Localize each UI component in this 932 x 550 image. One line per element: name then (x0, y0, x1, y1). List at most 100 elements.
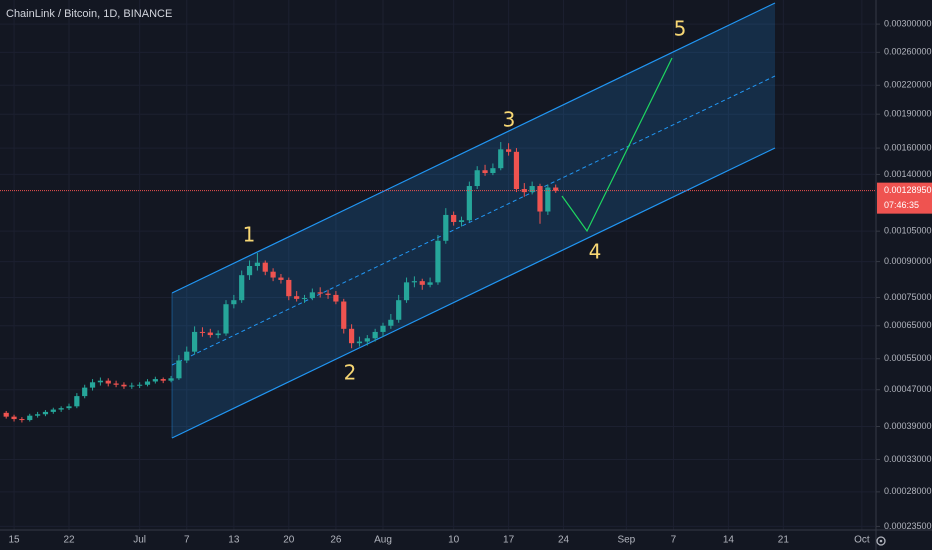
x-tick-label: Oct (854, 535, 870, 546)
candle-body (121, 384, 127, 387)
candle-body (396, 300, 402, 320)
x-tick-label: Sep (617, 535, 635, 546)
candle-body (239, 275, 245, 301)
candle-body (3, 412, 9, 417)
wave-label: 3 (503, 108, 516, 132)
candle-body (506, 149, 512, 152)
candle-body (513, 151, 520, 190)
candle-body (254, 262, 260, 267)
candle-body (482, 170, 488, 174)
candle-body (89, 382, 96, 388)
x-tick-label: Jul (133, 535, 146, 546)
y-tick-label: 0.00260000 (884, 47, 932, 57)
candle-body (341, 301, 347, 329)
x-tick-label: 14 (723, 535, 735, 546)
candle-body (529, 186, 535, 193)
y-tick-label: 0.00055000 (884, 353, 932, 363)
candle-body (27, 415, 33, 421)
candle-body (317, 292, 323, 294)
candle-body (466, 186, 472, 221)
channel-upper (171, 2, 776, 294)
settings-gear-center (879, 539, 883, 543)
candle-body (388, 319, 394, 326)
y-tick-label: 0.00065000 (884, 320, 932, 330)
candle-body (278, 277, 284, 280)
candle-body (474, 170, 480, 187)
candle-body (231, 300, 237, 305)
candle-body (380, 325, 386, 332)
candle-body (458, 220, 465, 222)
x-tick-label: 22 (63, 535, 75, 546)
y-tick-label: 0.00023500 (884, 521, 932, 531)
y-tick-label: 0.00090000 (884, 256, 932, 266)
candles (3, 142, 559, 423)
x-tick-label: 26 (330, 535, 342, 546)
x-tick-label: 24 (558, 535, 570, 546)
candle-body (246, 266, 253, 276)
y-tick-label: 0.00028000 (884, 486, 932, 496)
settings-icon[interactable] (876, 536, 886, 546)
candle-body (105, 380, 111, 384)
candle-body (553, 187, 559, 191)
candle-body (333, 294, 339, 302)
channel-fill (172, 3, 775, 438)
candle-body (223, 304, 229, 334)
settings-gear[interactable] (876, 536, 886, 546)
x-tick-label: 13 (228, 535, 240, 546)
candle-body (168, 378, 174, 381)
y-tick-label: 0.00105000 (884, 226, 932, 236)
candle-body (129, 385, 135, 387)
x-tick-label: Aug (374, 535, 392, 546)
candle-body (537, 186, 543, 212)
x-tick-label: 7 (671, 535, 677, 546)
candle-body (207, 332, 213, 336)
y-tick-label: 0.00039000 (884, 421, 932, 431)
grid (0, 0, 875, 530)
x-tick-label: 21 (778, 535, 790, 546)
candle-body (184, 351, 190, 361)
candle-body (215, 333, 221, 336)
candle-body (42, 411, 49, 415)
candle-body (435, 240, 441, 283)
y-tick-label: 0.00220000 (884, 80, 932, 90)
candle-body (372, 331, 378, 339)
y-tick-label: 0.00033000 (884, 454, 932, 464)
candle-body (50, 409, 56, 412)
candle-body (97, 380, 103, 383)
x-tick-label: 15 (8, 535, 20, 546)
x-tick-label: 10 (448, 535, 460, 546)
candle-body (192, 331, 198, 352)
last-price-box (877, 182, 932, 214)
candle-body (74, 396, 80, 407)
candle-body (545, 187, 551, 212)
projection-path (561, 57, 673, 233)
candle-body (35, 414, 41, 416)
last-price-label: 0.00128950 (884, 185, 932, 195)
candle-body (498, 149, 504, 169)
candle-body (411, 281, 417, 283)
candle-body (427, 282, 433, 285)
chart-title: ChainLink / Bitcoin, 1D, BINANCE (6, 8, 172, 20)
candle-body (58, 408, 64, 410)
candle-body (113, 383, 119, 385)
candle-body (152, 379, 158, 382)
candle-body (294, 296, 300, 299)
candle-body (19, 419, 25, 421)
candle-body (286, 279, 292, 297)
candle-body (403, 282, 410, 301)
candle-body (137, 384, 143, 386)
candle-body (270, 271, 276, 278)
candle-body (451, 214, 457, 222)
wave-label: 1 (243, 223, 256, 247)
y-tick-label: 0.00300000 (884, 18, 932, 28)
candle-body (349, 328, 355, 344)
y-tick-label: 0.00160000 (884, 142, 932, 152)
candle-body (144, 381, 151, 385)
time-axis (0, 530, 876, 550)
candle-body (11, 416, 17, 420)
candle-body (262, 262, 268, 272)
countdown-label: 07:46:35 (884, 200, 919, 210)
candle-body (490, 168, 496, 174)
